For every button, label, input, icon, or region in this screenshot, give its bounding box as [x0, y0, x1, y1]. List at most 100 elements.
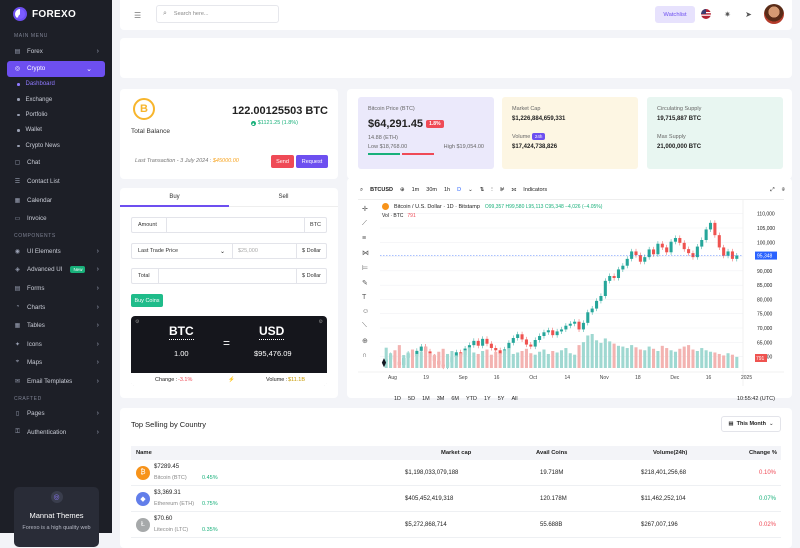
us-flag-icon[interactable] [700, 9, 711, 20]
search-icon[interactable]: ⌕ [360, 186, 364, 193]
amount-input[interactable] [166, 218, 172, 232]
crosshair-icon[interactable]: ✛ [362, 206, 368, 213]
sidebar-sub-exchange[interactable]: Exchange [0, 92, 112, 107]
brand[interactable]: FOREXO [0, 0, 112, 28]
range-5y[interactable]: 5Y [497, 396, 505, 402]
sidebar-item-email-templates[interactable]: ✉ Email Templates › [0, 372, 112, 391]
candle-body [481, 338, 485, 346]
coin-price: $3,369.31 [154, 489, 181, 496]
volume-legend: Vol · BTC 791 [382, 213, 416, 219]
table-row[interactable]: ₿ $7289.45 Bitcoin (BTC) 0.45% $1,198,033,07… [131, 460, 781, 486]
table-row[interactable]: Ł $70.60 Litecoin (LTC) 0.35% $5,272,868,714… [131, 512, 781, 538]
table-row[interactable]: ◆ $3,369.31 Ethereum (ETH) 0.75% $405,452,41… [131, 486, 781, 512]
interval-1h[interactable]: 1h [443, 187, 451, 193]
x-tick-label: 2025 [741, 375, 752, 381]
indicators-icon[interactable]: ⟗ [511, 186, 517, 193]
ruler-icon[interactable]: ⟍ [362, 322, 367, 329]
sidebar-item-ui-elements[interactable]: ◉ UI Elements › [0, 242, 112, 261]
range-6m[interactable]: 6M [451, 396, 459, 402]
sidebar-item-contact-list[interactable]: ☰ Contact List [0, 172, 112, 191]
range-1m[interactable]: 1M [422, 396, 430, 402]
month-filter-dropdown[interactable]: ▦ This Month ⌄ [721, 416, 781, 432]
indicators-button[interactable]: Indicators [523, 187, 548, 193]
range-5d[interactable]: 5D [408, 396, 416, 402]
compare-icon[interactable]: ⊯ [499, 187, 505, 193]
sidebar-item-charts[interactable]: ◔ Charts › [0, 298, 112, 317]
volume-bar [516, 352, 520, 368]
price-input[interactable]: $25,000 [232, 244, 258, 258]
sidebar-sub-dashboard[interactable]: Dashboard [0, 77, 112, 92]
search-box[interactable]: ⌕ Search here... [156, 5, 279, 23]
text-tool-icon[interactable]: T [362, 294, 367, 301]
brush-icon[interactable]: ✎ [362, 280, 368, 287]
range-1d[interactable]: 1D [394, 396, 402, 402]
range-3m[interactable]: 3M [436, 396, 445, 402]
total-field[interactable]: Total $ Dollar [131, 268, 327, 284]
search-input[interactable]: Search here... [173, 11, 209, 17]
col-change: Change % [749, 450, 778, 456]
volume-bar [533, 354, 537, 368]
fullscreen-icon[interactable]: ⤢ [770, 186, 775, 193]
range-ytd[interactable]: YTD [465, 396, 477, 402]
request-button[interactable]: Request [296, 155, 328, 168]
sidebar-item-icons[interactable]: ✦ Icons › [0, 335, 112, 354]
sidebar-item-chat[interactable]: ▢ Chat [0, 154, 112, 173]
sidebar-item-forms[interactable]: ▤ Forms › [0, 279, 112, 298]
interval-30m[interactable]: 30m [426, 187, 437, 193]
menu-toggle-icon[interactable]: ☰ [134, 11, 142, 20]
send-button[interactable]: Send [271, 155, 294, 168]
volume-cell: $218,401,256,68 [641, 469, 687, 476]
sidebar-item-invoice[interactable]: ▭ Invoice [0, 209, 112, 228]
sidebar-item-crypto[interactable]: ◎ Crypto ⌄ [7, 60, 105, 77]
volume-bar [643, 350, 647, 368]
interval-d[interactable]: D [457, 187, 462, 193]
sidebar-sub-wallet[interactable]: Wallet [0, 123, 112, 138]
add-compare-icon[interactable]: ⊕ [400, 187, 405, 193]
sidebar-item-pages[interactable]: ▯ Pages › [0, 405, 112, 424]
sidebar-item-label: Authentication [27, 429, 67, 437]
send-icon[interactable]: ➤ [745, 10, 752, 19]
sidebar-item-authentication[interactable]: ⚿ Authentication › [0, 423, 112, 442]
pattern-icon[interactable]: ⋈ [362, 250, 369, 257]
sidebar-item-maps[interactable]: ⌖ Maps › [0, 353, 112, 372]
buy-coins-button[interactable]: Buy Coins [131, 294, 163, 307]
watchlist-button[interactable]: Watchlist [655, 6, 695, 23]
trend-line-icon[interactable]: ⟋ [362, 220, 367, 227]
theme-toggle-icon[interactable]: ✷ [724, 10, 731, 19]
chevron-right-icon: › [96, 410, 99, 418]
zoom-icon[interactable]: ⊕ [362, 338, 368, 345]
crypto-icon: ◎ [14, 66, 21, 73]
total-input[interactable] [158, 269, 164, 283]
gear-icon[interactable]: ⚙ [318, 319, 323, 325]
range-1y[interactable]: 1Y [483, 396, 491, 402]
price-chart[interactable]: 60,00065,00070,00075,00080,00085,00090,0… [358, 200, 784, 386]
sidebar-item-tables[interactable]: ▦ Tables › [0, 316, 112, 335]
candle-body [555, 331, 559, 336]
change-cell: 0.07% [759, 495, 777, 502]
sidebar-item-advanced-ui[interactable]: ◈ Advanced UI New › [0, 261, 112, 280]
avatar[interactable] [764, 4, 784, 24]
gear-icon[interactable]: ⚙ [135, 319, 140, 325]
sidebar-item-forex[interactable]: ▤ Forex › [0, 42, 112, 61]
tab-buy[interactable]: Buy [120, 188, 229, 207]
sidebar-sub-crypto-news[interactable]: Crypto News [0, 138, 112, 153]
chart-symbol[interactable]: BTCUSD [370, 187, 394, 193]
sidebar-item-calendar[interactable]: ▦ Calendar [0, 191, 112, 210]
volume-bar [612, 343, 616, 368]
candle-type-icon[interactable]: ⇅ [479, 187, 485, 193]
chevron-down-icon[interactable]: ⌄ [468, 187, 473, 193]
bar-type-icon[interactable]: ⫶ [491, 186, 493, 193]
amount-field[interactable]: Amount BTC [131, 217, 327, 233]
measure-icon[interactable]: ⊨ [362, 265, 369, 272]
interval-1m[interactable]: 1m [411, 187, 420, 193]
emoji-icon[interactable]: ☺ [362, 308, 370, 315]
last-trade-price-field[interactable]: Last Trade Price ⌄ $25,000 $ Dollar [131, 243, 327, 259]
camera-icon[interactable]: ⌾ [781, 186, 785, 193]
fib-icon[interactable]: ≡ [362, 235, 367, 242]
sidebar-sub-portfolio[interactable]: Portfolio [0, 107, 112, 122]
magnet-icon[interactable]: ∩ [362, 352, 368, 359]
chart-area[interactable]: 60,00065,00070,00075,00080,00085,00090,0… [358, 199, 784, 402]
tab-sell[interactable]: Sell [229, 188, 338, 207]
price-select[interactable]: Last Trade Price [138, 248, 179, 254]
range-all[interactable]: All [511, 396, 518, 402]
